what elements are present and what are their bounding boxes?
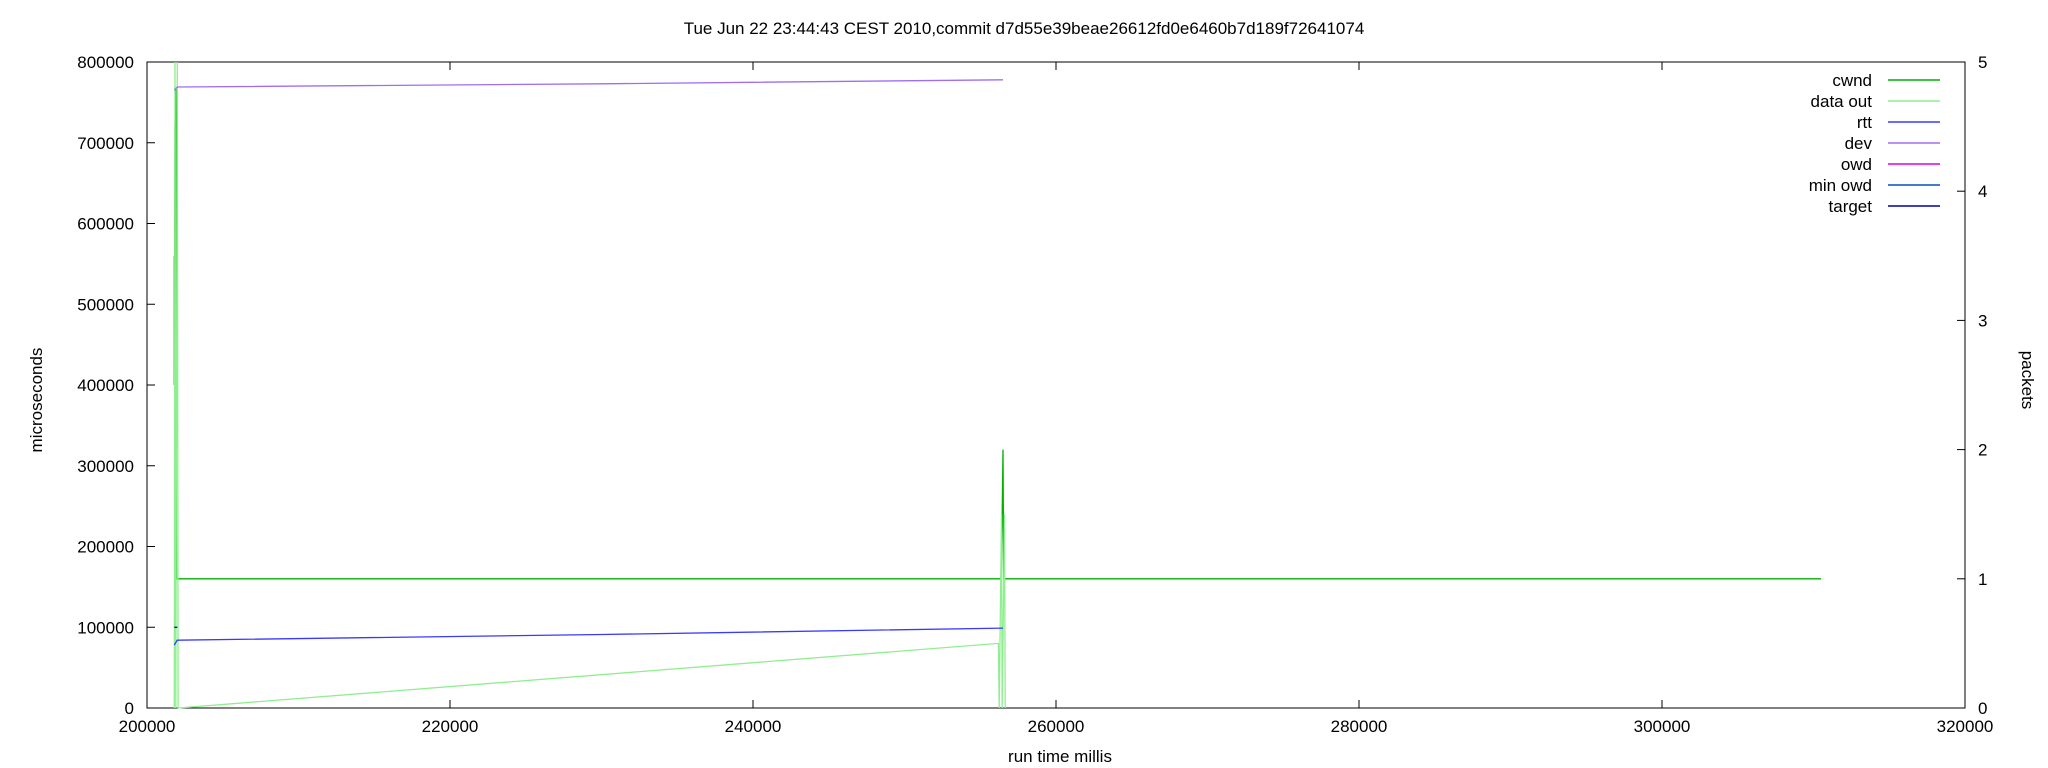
x-tick-label-1: 220000: [422, 717, 479, 736]
legend-label-data-out: data out: [1811, 92, 1873, 111]
series-line-cwnd: [173, 87, 1822, 580]
y-tick-label-4: 400000: [77, 376, 134, 395]
y-tick-label-8: 800000: [77, 53, 134, 72]
legend-label-target: target: [1829, 197, 1873, 216]
x-tick-label-4: 280000: [1331, 717, 1388, 736]
y-tick-label-3: 300000: [77, 457, 134, 476]
x-tick-label-2: 240000: [725, 717, 782, 736]
legend-label-owd: owd: [1841, 155, 1872, 174]
x-tick-label-6: 320000: [1937, 717, 1994, 736]
legend: cwnd data out rtt dev owd min owd target: [1809, 71, 1940, 216]
x-tick-label-0: 200000: [119, 717, 176, 736]
axis-ticks: 200000 220000 240000 260000 280000 300000 3200…: [77, 53, 1993, 736]
legend-label-min-owd: min owd: [1809, 176, 1872, 195]
series-line-dev: [173, 79, 1004, 91]
y-tick-label-6: 600000: [77, 215, 134, 234]
y-tick-label-0: 0: [125, 699, 134, 718]
chart-title: Tue Jun 22 23:44:43 CEST 2010,commit d7d…: [684, 19, 1365, 38]
series-line-data-out: [173, 61, 1006, 709]
legend-label-dev: dev: [1845, 134, 1873, 153]
y2-axis-label: packets: [2018, 351, 2037, 410]
y2-tick-label-2: 2: [1978, 441, 1987, 460]
x-tick-label-5: 300000: [1634, 717, 1691, 736]
series-lines: [173, 61, 1822, 709]
y2-tick-label-0: 0: [1978, 699, 1987, 718]
y-axis-label: microseconds: [27, 348, 46, 453]
y-tick-label-7: 700000: [77, 134, 134, 153]
y2-tick-label-5: 5: [1978, 53, 1987, 72]
series-line-rtt: [173, 627, 1004, 646]
y-tick-label-2: 200000: [77, 538, 134, 557]
y-tick-label-1: 100000: [77, 618, 134, 637]
y2-tick-label-3: 3: [1978, 311, 1987, 330]
y2-tick-label-4: 4: [1978, 182, 1987, 201]
y-tick-label-5: 500000: [77, 295, 134, 314]
x-axis-label: run time millis: [1008, 747, 1112, 766]
plot-frame: [146, 61, 1966, 709]
y2-tick-label-1: 1: [1978, 570, 1987, 589]
legend-label-rtt: rtt: [1857, 113, 1872, 132]
legend-label-cwnd: cwnd: [1832, 71, 1872, 90]
x-tick-label-3: 260000: [1028, 717, 1085, 736]
